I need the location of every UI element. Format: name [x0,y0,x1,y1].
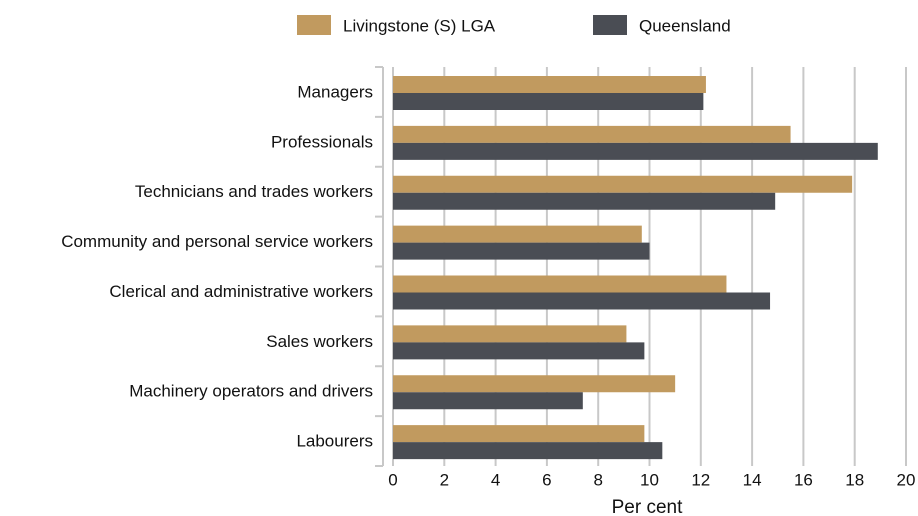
x-tick-label: 14 [743,470,762,489]
y-tick-label: Clerical and administrative workers [109,282,373,301]
bar [393,76,706,93]
y-tick-label: Machinery operators and drivers [129,382,373,401]
x-tick-label: 0 [388,470,397,489]
x-tick-label: 12 [691,470,710,489]
x-tick-label: 18 [845,470,864,489]
y-tick-label: Sales workers [266,332,373,351]
legend-label: Queensland [639,16,731,35]
x-tick-label: 10 [640,470,659,489]
bar [393,225,642,243]
x-tick-label: 2 [440,470,449,489]
legend-swatch [297,15,331,35]
y-tick-label: Community and personal service workers [61,232,373,251]
bar [393,292,771,310]
bar [393,175,853,193]
bar [393,125,791,143]
bar [393,425,645,443]
x-axis-label: Per cent [612,497,683,516]
legend-label: Livingstone (S) LGA [343,16,496,35]
y-tick-label: Professionals [271,132,373,151]
bar [393,342,645,360]
y-tick-label: Labourers [296,432,373,451]
x-tick-label: 20 [897,470,916,489]
bar [393,375,676,393]
x-tick-label: 16 [794,470,813,489]
x-tick-label: 4 [491,470,500,489]
bar [393,192,776,210]
x-tick-label: 8 [593,470,602,489]
bar [393,275,727,293]
legend-swatch [593,15,627,35]
bar [393,392,583,410]
bar [393,325,627,343]
bar [393,93,704,110]
y-tick-label: Technicians and trades workers [135,182,373,201]
bar [393,242,650,260]
y-tick-label: Managers [297,82,373,101]
bar [393,142,878,160]
bar [393,442,663,460]
x-tick-label: 6 [542,470,551,489]
